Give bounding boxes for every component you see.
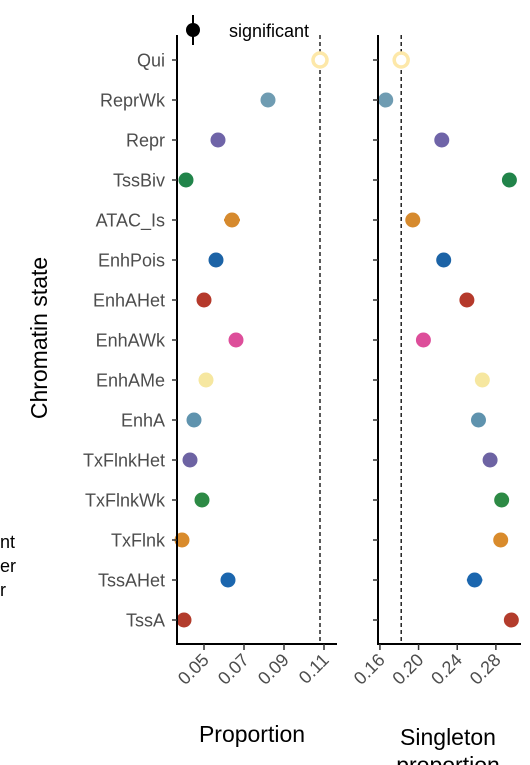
point-significant <box>494 492 510 508</box>
legend-significant-label: significant <box>229 21 309 41</box>
edge-fragment-3: r <box>0 580 6 600</box>
point-not-significant <box>392 51 410 69</box>
x-tick-label: 0.05 <box>174 650 213 689</box>
category-label: EnhAWk <box>96 331 166 351</box>
point-significant <box>415 332 431 348</box>
point-significant <box>178 172 194 188</box>
point-significant <box>467 572 483 588</box>
category-label: Repr <box>126 131 165 151</box>
x-tick-label: 0.16 <box>350 650 389 689</box>
category-label: ReprWk <box>100 91 166 111</box>
point-significant <box>182 452 198 468</box>
category-label: TxFlnkHet <box>83 451 165 471</box>
point-significant <box>186 412 202 428</box>
point-significant <box>196 292 212 308</box>
category-label: ATAC_Is <box>96 211 165 232</box>
category-label: TssAHet <box>98 571 165 591</box>
point-significant <box>482 452 498 468</box>
x-ticks: 0.05 0.07 0.09 0.11 <box>174 644 333 689</box>
point-significant <box>405 212 421 228</box>
category-label: EnhAMe <box>96 371 165 391</box>
point-significant <box>224 212 240 228</box>
x-tick-label: 0.07 <box>214 650 253 689</box>
proportion-panel: Qui ReprWk Repr TssBiv ATAC_Is EnhPois EnhAHet… <box>83 35 337 747</box>
point-significant <box>208 252 224 268</box>
data-points <box>378 51 519 628</box>
x-tick-label: 0.24 <box>427 650 466 689</box>
point-significant <box>434 132 450 148</box>
point-significant <box>194 492 210 508</box>
point-significant <box>176 612 192 628</box>
category-label: TxFlnkWk <box>85 491 166 511</box>
category-label: TssBiv <box>113 171 165 191</box>
point-significant <box>174 532 190 548</box>
x-tick-label: 0.28 <box>466 650 505 689</box>
edge-fragment-1: nt <box>0 532 15 552</box>
x-tick-label: 0.11 <box>295 650 333 688</box>
x-axis-title-proportion: Proportion <box>199 721 305 747</box>
legend: significant <box>186 15 309 45</box>
x-tick-label: 0.20 <box>388 650 427 689</box>
point-not-significant <box>311 51 329 69</box>
point-significant <box>493 532 509 548</box>
category-label: EnhAHet <box>93 291 165 311</box>
category-label: EnhPois <box>98 251 165 271</box>
edge-fragment-2: er <box>0 556 16 576</box>
point-significant <box>459 292 475 308</box>
point-significant <box>501 172 517 188</box>
point-significant <box>474 372 490 388</box>
category-label: EnhA <box>121 411 165 431</box>
point-significant <box>198 372 214 388</box>
point-significant <box>470 412 486 428</box>
point-significant <box>220 572 236 588</box>
x-axis-title-singleton: Singleton proportion <box>396 724 500 765</box>
data-points <box>174 51 329 628</box>
y-axis-title: Chromatin state <box>26 257 52 419</box>
point-significant <box>260 92 276 108</box>
category-label: Qui <box>137 51 165 71</box>
x-axis-title-line: Singleton <box>400 724 496 750</box>
legend-significant-marker <box>186 23 200 37</box>
point-significant <box>503 612 519 628</box>
point-significant <box>228 332 244 348</box>
point-significant <box>210 132 226 148</box>
singleton-panel: 0.16 0.20 0.24 0.28 Singleton proportion <box>350 35 521 765</box>
category-label: TxFlnk <box>111 531 166 551</box>
x-tick-label: 0.09 <box>254 650 293 689</box>
x-ticks: 0.16 0.20 0.24 0.28 <box>350 644 505 689</box>
category-label: TssA <box>126 611 165 631</box>
point-significant <box>378 92 394 108</box>
category-labels: Qui ReprWk Repr TssBiv ATAC_Is EnhPois EnhAHet… <box>83 51 166 631</box>
x-axis-title-line: proportion <box>396 752 500 765</box>
point-significant <box>436 252 452 268</box>
left-edge-fragments: nt er r <box>0 532 16 600</box>
